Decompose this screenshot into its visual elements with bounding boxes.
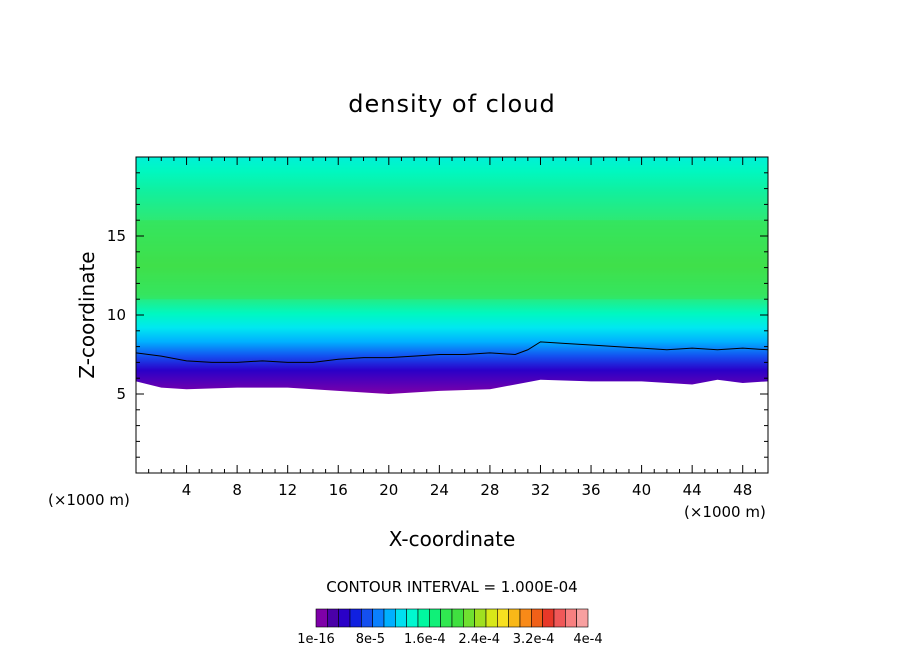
colorbar-swatch	[497, 608, 509, 628]
x-tick-label: 36	[581, 481, 600, 499]
density-core	[136, 220, 768, 300]
x-axis-label: X-coordinate	[389, 527, 516, 551]
density-field	[136, 157, 768, 394]
colorbar-swatch	[542, 608, 555, 628]
y-axis-label: Z-coordinate	[75, 251, 99, 378]
colorbar-swatch	[565, 608, 577, 628]
x-tick-label: 44	[683, 481, 702, 499]
chart-title: density of cloud	[348, 90, 555, 118]
x-tick-label: 40	[632, 481, 651, 499]
colorbar-swatch	[576, 608, 589, 628]
x-tick-label: 8	[232, 481, 242, 499]
x-tick-label: 16	[329, 481, 348, 499]
colorbar-swatch	[349, 608, 362, 628]
x-tick-label: 4	[182, 481, 192, 499]
colorbar-tick-label: 1e-16	[297, 632, 335, 647]
colorbar-swatch	[463, 608, 475, 628]
colorbar-swatch	[429, 608, 441, 628]
colorbar-tick-label: 3.2e-4	[513, 632, 555, 647]
x-tick-label: 24	[430, 481, 449, 499]
x-tick-label: 48	[733, 481, 752, 499]
colorbar-tick-label: 4e-4	[573, 632, 602, 647]
colorbar-swatch	[485, 608, 498, 628]
colorbar-swatch	[406, 608, 419, 628]
colorbar-swatch	[338, 608, 351, 628]
colorbar-swatch	[372, 608, 385, 628]
colorbar-swatch	[531, 608, 543, 628]
x-unit-right: (×1000 m)	[684, 503, 766, 521]
colorbar-swatch	[315, 608, 328, 628]
colorbar-swatch	[508, 608, 521, 628]
colorbar-tick-label: 1.6e-4	[404, 632, 446, 647]
colorbar-swatch	[553, 608, 566, 628]
colorbar-tick-label: 8e-5	[356, 632, 385, 647]
y-tick-label: 15	[107, 227, 126, 245]
colorbar-swatch	[519, 608, 532, 628]
colorbar: 1e-16 8e-5 1.6e-4 2.4e-4 3.2e-4 4e-4	[297, 608, 603, 647]
colorbar-swatch	[440, 608, 453, 628]
contour-interval-label: CONTOUR INTERVAL = 1.000E-04	[326, 578, 577, 596]
y-tick-label: 5	[116, 385, 126, 403]
plot-area	[136, 157, 768, 394]
colorbar-swatch	[383, 608, 396, 628]
colorbar-swatch	[474, 608, 487, 628]
x-tick-label: 20	[379, 481, 398, 499]
contour-line	[136, 341, 768, 363]
colorbar-swatch	[451, 608, 464, 628]
colorbar-swatch	[417, 608, 430, 628]
x-tick-label: 12	[278, 481, 297, 499]
colorbar-swatch	[327, 608, 339, 628]
colorbar-swatch	[361, 608, 373, 628]
x-tick-label: 32	[531, 481, 550, 499]
x-unit-left: (×1000 m)	[48, 491, 130, 509]
x-tick-label: 28	[480, 481, 499, 499]
colorbar-tick-label: 2.4e-4	[458, 632, 500, 647]
colorbar-swatch	[395, 608, 407, 628]
y-tick-label: 10	[107, 306, 126, 324]
